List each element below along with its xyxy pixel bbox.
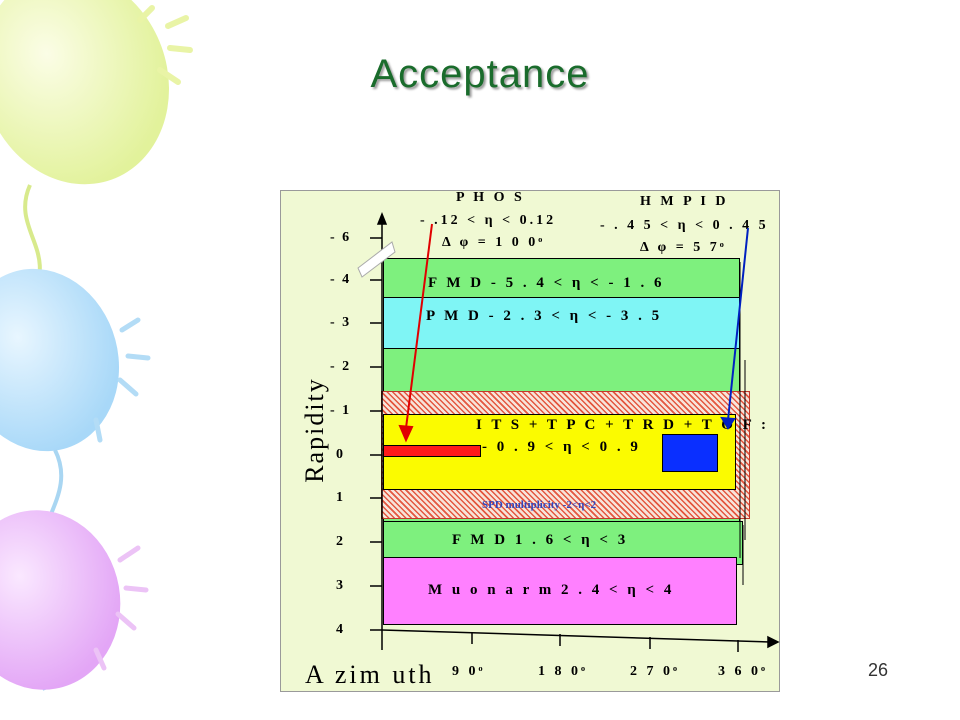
ytick-label: - 1 <box>330 403 352 418</box>
xtick-label: 3 6 0ᵒ <box>718 664 769 679</box>
rapidity-axis-label: Rapidity <box>300 377 329 483</box>
ytick-label: - 3 <box>330 315 352 330</box>
pmd-band: P M D - 2 . 3 < η < - 3 . 5 <box>383 297 740 349</box>
xtick-label: 9 0ᵒ <box>452 664 486 679</box>
its-label: I T S + T P C + T R D + T O F : <box>476 417 770 433</box>
phos-eta-range: - .12 < η < 0.12 <box>420 213 557 228</box>
pmd-label: P M D - 2 . 3 < η < - 3 . 5 <box>426 308 663 324</box>
ytick-label: 3 <box>336 578 345 593</box>
sun-rays <box>137 5 193 85</box>
xtick-label: 1 8 0ᵒ <box>538 664 589 679</box>
ytick-label: - 6 <box>330 230 352 245</box>
its-eta-range: - 0 . 9 < η < 0 . 9 <box>482 439 641 455</box>
ytick-label: 1 <box>336 490 345 505</box>
phos-coverage-bar <box>383 445 481 457</box>
blue-sparks <box>93 317 151 443</box>
pink-sparks <box>93 545 149 671</box>
hmpid-coverage-box <box>662 434 718 472</box>
pink-balloon <box>0 510 121 690</box>
slide-number: 26 <box>868 660 889 680</box>
phos-phi-range: Δ φ = 1 0 0ᵒ <box>442 235 546 250</box>
azimuth-axis-label: A zim uth <box>305 660 435 689</box>
hmpid-eta-range: - . 4 5 < η < 0 . 4 5 <box>600 218 769 233</box>
ytick-label: - 4 <box>330 272 352 287</box>
slide-title: Acceptance <box>370 52 590 96</box>
xtick-label: 2 7 0ᵒ <box>630 664 681 679</box>
ytick-label: - 2 <box>330 359 352 374</box>
hmpid-phi-range: Δ φ = 5 7ᵒ <box>640 240 727 255</box>
fmd-positive-label: F M D 1 . 6 < η < 3 <box>452 532 629 548</box>
spd-multiplicity-label: SPD multiplicity -2<η<2 <box>482 499 597 511</box>
fmd-negative-label: F M D - 5 . 4 < η < - 1 . 6 <box>428 275 665 291</box>
muon-arm-label: M u o n a r m 2 . 4 < η < 4 <box>428 582 675 598</box>
ytick-label: 4 <box>336 622 345 637</box>
ytick-label: 2 <box>336 534 345 549</box>
ytick-label: 0 <box>336 447 345 462</box>
hmpid-name: H M P I D <box>640 194 729 209</box>
muon-arm-band: M u o n a r m 2 . 4 < η < 4 <box>383 557 737 625</box>
phos-name: P H O S <box>456 190 525 205</box>
